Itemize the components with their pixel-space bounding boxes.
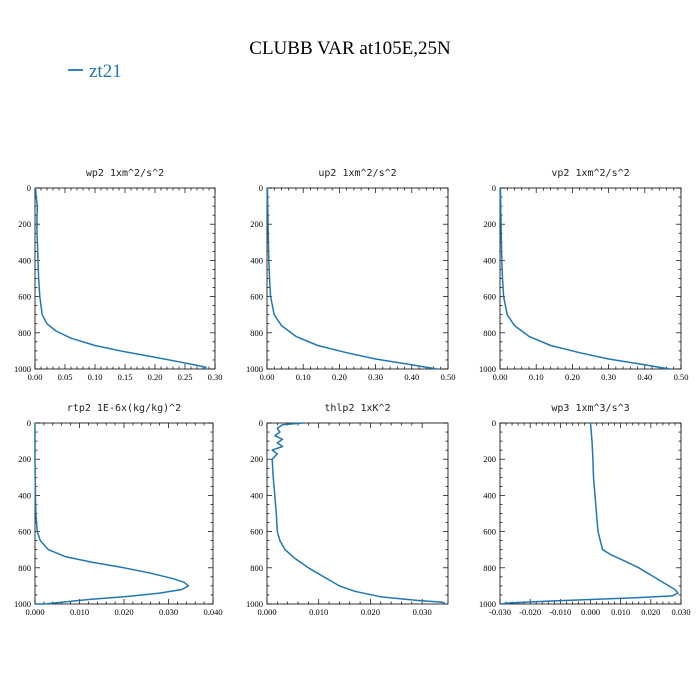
subplot-title: vp2 1xm^2/s^2 (551, 168, 629, 179)
y-tick-label: 800 (18, 328, 31, 338)
y-tick-label: 800 (483, 328, 496, 338)
x-tick-label: 0.40 (404, 372, 419, 382)
subplot-title: thlp2 1xK^2 (324, 403, 390, 414)
subplot-title: wp3 1xm^3/s^3 (551, 403, 629, 414)
x-tick-label: 0.30 (368, 372, 383, 382)
series-line-zt21 (34, 187, 207, 370)
x-tick-label: 0.030 (159, 607, 178, 617)
y-tick-label: 1000 (14, 599, 31, 609)
y-tick-label: 400 (250, 490, 263, 500)
y-tick-label: 800 (250, 328, 263, 338)
y-tick-label: 1000 (14, 364, 31, 374)
subplot-grid: wp2 1xm^2/s^2 0.00 0.05 0.10 0.15 0.20 0.25 0.3… (14, 168, 691, 617)
y-tick-label: 1000 (479, 599, 496, 609)
series-line-zt21 (34, 422, 190, 605)
y-tick-label: 400 (483, 490, 496, 500)
y-tick-label: 200 (18, 219, 31, 229)
x-tick-label: -0.030 (489, 607, 511, 617)
legend-label: zt21 (89, 61, 122, 82)
x-tick-label: 0.15 (118, 372, 133, 382)
y-tick-label: 0 (27, 418, 31, 428)
plot-frame (34, 422, 214, 605)
series-line-zt21 (271, 422, 447, 605)
x-tick-label: 0.010 (70, 607, 89, 617)
subplot-1: wp2 1xm^2/s^2 0.00 0.05 0.10 0.15 0.20 0.25 0.3… (14, 168, 222, 382)
y-tick-label: 400 (18, 255, 31, 265)
y-tick-label: 200 (18, 454, 31, 464)
subplot-4: rtp2 1E-6x(kg/kg)^2 0.000 0.010 0.020 0.030 0… (14, 403, 223, 617)
x-tick-label: 0.000 (581, 607, 600, 617)
subplot-2: up2 1xm^2/s^2 0.00 0.10 0.20 0.30 0.40 0.50 0 20… (246, 168, 455, 382)
x-tick-label: 0.10 (529, 372, 544, 382)
y-tick-label: 600 (250, 527, 263, 537)
y-tick-label: 0 (492, 418, 496, 428)
y-tick-label: 600 (18, 292, 31, 302)
y-tick-label: 200 (250, 454, 263, 464)
legend: zt21 (68, 61, 122, 82)
y-tick-label: 1000 (246, 364, 263, 374)
y-tick-label: 1000 (479, 364, 496, 374)
y-tick-label: 400 (250, 255, 263, 265)
x-tick-label: 0.25 (178, 372, 193, 382)
x-tick-label: 0.000 (25, 607, 44, 617)
x-tick-label: 0.000 (257, 607, 276, 617)
y-tick-label: 800 (483, 563, 496, 573)
x-tick-label: 0.10 (88, 372, 103, 382)
y-tick-label: 600 (250, 292, 263, 302)
x-tick-label: 0.020 (114, 607, 133, 617)
x-tick-label: 0.50 (441, 372, 456, 382)
y-tick-label: 0 (259, 418, 263, 428)
y-tick-label: 800 (250, 563, 263, 573)
y-tick-label: 200 (483, 454, 496, 464)
y-tick-label: 600 (18, 527, 31, 537)
y-tick-label: 600 (483, 292, 496, 302)
x-tick-label: 0.05 (58, 372, 73, 382)
y-tick-label: 400 (483, 255, 496, 265)
subplot-5: thlp2 1xK^2 0.000 0.010 0.020 0.030 0 200 400 60… (246, 403, 449, 617)
x-tick-label: 0.50 (674, 372, 689, 382)
y-tick-label: 600 (483, 527, 496, 537)
x-tick-label: 0.030 (671, 607, 690, 617)
figure-title: CLUBB VAR at105E,25N (249, 38, 451, 59)
plot-frame (266, 187, 449, 370)
x-tick-label: 0.040 (203, 607, 222, 617)
plot-frame (499, 187, 682, 370)
y-tick-label: 200 (250, 219, 263, 229)
y-tick-label: 0 (492, 183, 496, 193)
x-tick-label: -0.020 (519, 607, 541, 617)
series-line-zt21 (266, 187, 438, 370)
x-tick-label: 0.010 (309, 607, 328, 617)
x-tick-label: 0.20 (565, 372, 580, 382)
series-line-zt21 (500, 422, 679, 605)
y-tick-label: 800 (18, 563, 31, 573)
x-tick-label: 0.20 (332, 372, 347, 382)
y-tick-label: 200 (483, 219, 496, 229)
x-tick-label: 0.40 (637, 372, 652, 382)
subplot-3: vp2 1xm^2/s^2 0.00 0.10 0.20 0.30 0.40 0.50 0 20… (479, 168, 688, 382)
x-tick-label: 0.020 (361, 607, 380, 617)
x-tick-label: 0.020 (641, 607, 660, 617)
subplot-title: up2 1xm^2/s^2 (318, 168, 396, 179)
x-tick-label: -0.010 (549, 607, 571, 617)
subplot-title: wp2 1xm^2/s^2 (86, 168, 164, 179)
x-tick-label: 0.30 (208, 372, 223, 382)
subplot-title: rtp2 1E-6x(kg/kg)^2 (67, 403, 181, 414)
plot-frame (34, 187, 216, 370)
x-tick-label: 0.30 (601, 372, 616, 382)
plot-frame (266, 422, 449, 605)
y-tick-label: 0 (27, 183, 31, 193)
subplot-6: wp3 1xm^3/s^3 -0.030 -0.020 -0.010 0.000 0.01… (479, 403, 691, 617)
series-line-zt21 (499, 187, 671, 370)
x-tick-label: 0.10 (296, 372, 311, 382)
x-tick-label: 0.00 (28, 372, 43, 382)
x-tick-label: 0.030 (413, 607, 432, 617)
x-tick-label: 0.00 (493, 372, 508, 382)
y-tick-label: 0 (259, 183, 263, 193)
x-tick-label: 0.00 (260, 372, 275, 382)
y-tick-label: 1000 (246, 599, 263, 609)
x-tick-label: 0.010 (611, 607, 630, 617)
y-tick-label: 400 (18, 490, 31, 500)
x-tick-label: 0.20 (148, 372, 163, 382)
